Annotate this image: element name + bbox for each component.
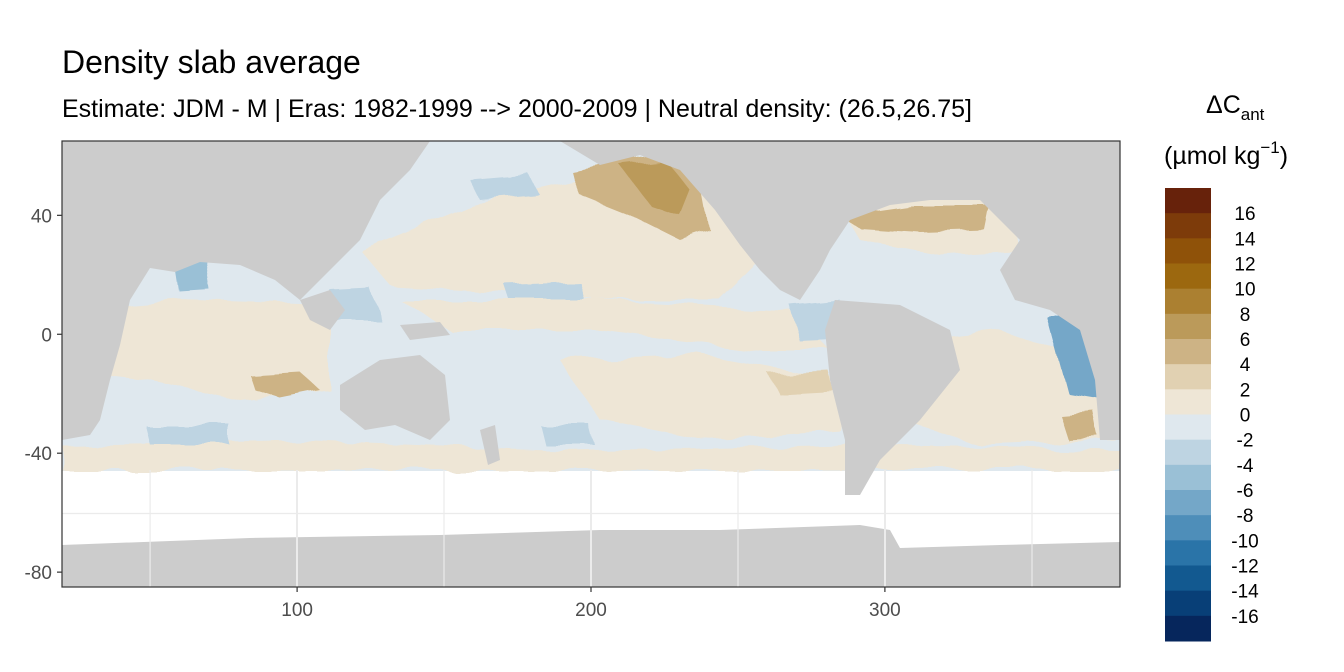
x-tick-label: 200 <box>575 600 607 621</box>
patch-south-pacific <box>560 355 840 440</box>
legend-color-step <box>1165 288 1211 315</box>
legend-label: 16 <box>1234 204 1255 225</box>
legend-label: 6 <box>1240 330 1251 351</box>
legend-color-step <box>1165 540 1211 566</box>
legend-color-step <box>1165 339 1211 365</box>
land-north-america <box>560 141 1120 300</box>
x-axis: 100 200 300 <box>281 587 901 621</box>
x-tick-label: 100 <box>281 600 313 621</box>
legend-colorbar <box>1165 188 1211 642</box>
patch-gulf-stream <box>840 205 990 232</box>
legend-label: -12 <box>1231 557 1258 578</box>
patch-indian-core <box>250 372 320 398</box>
legend-unit-superscript: −1 <box>1260 138 1279 157</box>
chart-title: Density slab average <box>62 44 361 80</box>
legend-unit: (µmol kg−1) <box>1164 138 1288 170</box>
legend-label: 0 <box>1240 406 1251 427</box>
legend-color-step <box>1165 565 1211 592</box>
legend-label: 12 <box>1234 255 1255 276</box>
legend-color-step <box>1165 414 1211 441</box>
legend-color-step <box>1165 188 1211 214</box>
patch-central-pacific <box>505 282 585 300</box>
chart-subtitle: Estimate: JDM - M | Eras: 1982-1999 --> … <box>62 95 972 123</box>
legend-label: 8 <box>1240 305 1251 326</box>
legend-label: -10 <box>1231 531 1258 552</box>
land-eurasia-africa-west <box>62 141 430 440</box>
legend-title-main: ΔC <box>1206 91 1241 119</box>
legend-label: -16 <box>1231 607 1258 628</box>
legend-color-step <box>1165 615 1211 642</box>
land-south-america <box>825 300 960 495</box>
land-australia <box>340 355 450 440</box>
patch-agulhas <box>1060 412 1100 440</box>
patch-south-pacific-core <box>770 372 835 395</box>
y-tick-label: -80 <box>25 563 52 584</box>
legend-unit-close: ) <box>1280 142 1288 170</box>
land-new-zealand <box>480 425 500 465</box>
legend-label: 10 <box>1234 280 1255 301</box>
land-new-guinea <box>400 322 450 340</box>
legend-label: 4 <box>1240 355 1251 376</box>
legend-color-step <box>1165 213 1211 239</box>
patch-south-pacific-blue <box>540 425 595 445</box>
legend-label: 2 <box>1240 380 1251 401</box>
land-maritime-continent <box>300 290 345 330</box>
legend-label: 14 <box>1234 229 1256 250</box>
patch-south-indian <box>145 425 230 445</box>
legend-color-step <box>1165 313 1211 340</box>
legend-label: -14 <box>1231 582 1259 603</box>
legend-unit-main: (µmol kg <box>1164 142 1260 170</box>
legend-color-step <box>1165 238 1211 264</box>
legend-color-step <box>1165 590 1211 617</box>
y-tick-label: 40 <box>31 206 52 227</box>
grid-lines <box>62 470 1120 587</box>
legend-color-step <box>1165 490 1211 516</box>
patch-gulf-alaska-core <box>620 160 690 215</box>
y-tick-label: 0 <box>41 325 52 346</box>
legend-label: -2 <box>1237 431 1254 452</box>
legend-color-step <box>1165 389 1211 415</box>
legend-color-step <box>1165 263 1211 290</box>
legend-label: -8 <box>1237 506 1254 527</box>
legend-color-step <box>1165 515 1211 541</box>
legend-title: ΔCant <box>1206 91 1265 124</box>
legend-color-step <box>1165 364 1211 390</box>
legend-color-step <box>1165 464 1211 491</box>
legend-label: -4 <box>1237 456 1254 477</box>
legend-title-subscript: ant <box>1241 105 1265 124</box>
patch-kuroshio <box>470 175 540 200</box>
legend-labels: 16 14 12 10 8 6 4 2 0 -2 -4 -6 -8 -10 -12 -14 -16 <box>1231 204 1259 628</box>
patch-equatorial-pacific <box>400 300 830 350</box>
legend: ΔCant (µmol kg−1) 16 14 12 10 8 6 4 2 0 -2 -4 -6 -8 -… <box>1164 91 1288 642</box>
legend-label: -6 <box>1237 481 1254 502</box>
legend-color-step <box>1165 439 1211 466</box>
map-panel <box>62 141 1120 587</box>
y-axis: 40 0 -40 -80 <box>25 206 62 584</box>
x-tick-label: 300 <box>869 600 901 621</box>
y-tick-label: -40 <box>25 444 52 465</box>
land-africa-east-edge <box>1000 240 1120 440</box>
